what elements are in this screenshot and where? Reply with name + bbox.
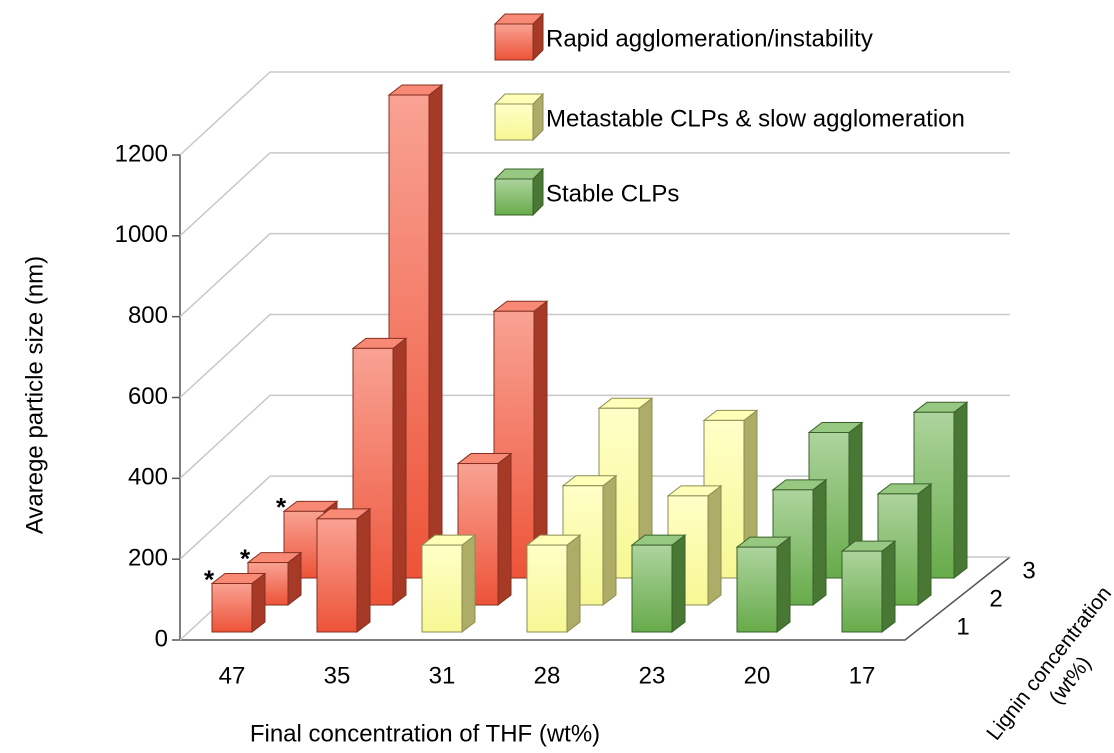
y-tick-label: 1000 [115, 221, 168, 248]
bar [525, 534, 582, 634]
bar-side [812, 478, 827, 607]
y-tick-label: 600 [128, 383, 168, 410]
bar [630, 534, 687, 634]
legend-swatch [493, 92, 545, 142]
depth-tick-label: 2 [989, 585, 1002, 612]
grid-line [179, 475, 1010, 560]
x-axis-label: Final concentration of THF (wt%) [250, 720, 600, 747]
bar [840, 540, 897, 634]
y-tick-label: 0 [155, 625, 168, 652]
bar [210, 572, 267, 634]
y-tick-label: 200 [128, 545, 168, 572]
legend-label: Rapid agglomeration/instability [546, 25, 873, 52]
bar-front [526, 544, 568, 633]
bar-front [631, 544, 673, 633]
bar-side [428, 84, 443, 580]
x-tick-label: 47 [219, 662, 246, 689]
bar-side [602, 474, 617, 607]
bar-side [776, 536, 791, 634]
bar-side [953, 401, 968, 580]
x-tick-label: 20 [744, 662, 771, 689]
grid-line [179, 152, 1010, 237]
grid-line [179, 394, 1010, 479]
depth-tick-label: 3 [1022, 557, 1035, 584]
y-tick-label: 400 [128, 464, 168, 491]
bar-front [494, 23, 534, 61]
bar-side [881, 540, 896, 634]
bar-front [421, 544, 463, 633]
bar-front [211, 583, 253, 633]
legend-label: Metastable CLPs & slow agglomeration [546, 105, 965, 132]
grid-line [179, 313, 1010, 399]
legend-swatch [493, 167, 545, 217]
x-tick-label: 31 [429, 662, 456, 689]
bar-side [392, 337, 407, 607]
bar [315, 507, 372, 634]
y-tick-label: 1200 [115, 140, 168, 167]
bar-front [736, 546, 778, 633]
x-tick-label: 28 [534, 662, 561, 689]
bar [351, 337, 408, 607]
y-axis-label: Avarege particle size (nm) [21, 256, 48, 534]
x-tick-label: 35 [324, 662, 351, 689]
bar-side [566, 534, 581, 634]
floor [180, 556, 1011, 641]
bar-front [494, 178, 534, 216]
bar [735, 536, 792, 634]
bar-side [671, 534, 686, 634]
bar-front [841, 550, 883, 633]
bar-side [356, 507, 371, 634]
grid-line [179, 232, 1010, 318]
bar-note: * [204, 564, 215, 594]
bar-note: * [240, 543, 251, 573]
depth-tick-label: 1 [956, 613, 969, 640]
legend-label: Stable CLPs [546, 180, 679, 207]
x-tick-label: 23 [639, 662, 666, 689]
bar-side [497, 452, 512, 607]
bar-note: * [276, 492, 287, 522]
bar-side [917, 482, 932, 607]
bar-side [707, 484, 722, 607]
y-tick-label: 800 [128, 302, 168, 329]
bar-front [494, 103, 534, 141]
grid-line [179, 71, 1010, 156]
bar [420, 534, 477, 634]
bar-side [461, 534, 476, 634]
bar-front [316, 518, 358, 633]
x-tick-label: 17 [849, 662, 876, 689]
legend-swatch [493, 12, 545, 62]
